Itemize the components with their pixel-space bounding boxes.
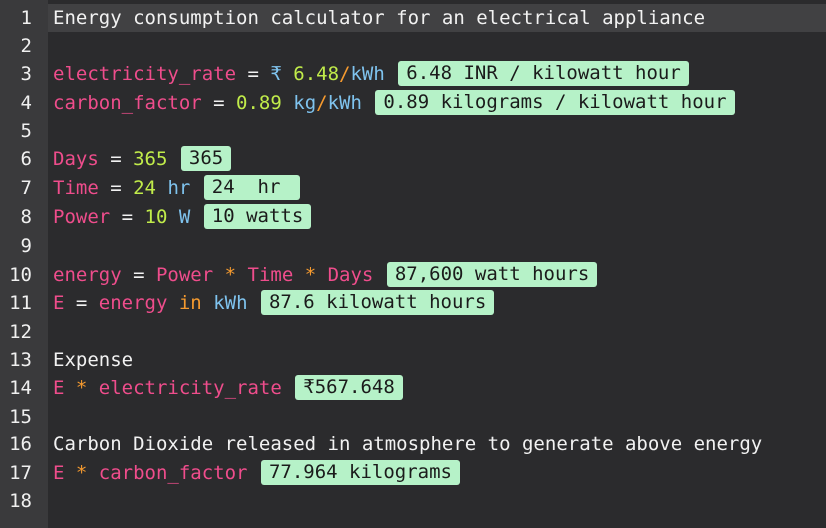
- variable-name: carbon_factor: [53, 92, 202, 114]
- variable-name: energy: [53, 264, 122, 286]
- variable-name: Time: [53, 177, 99, 199]
- line-number: 3: [20, 63, 32, 85]
- line-number: 12: [9, 321, 32, 343]
- comment-text: Carbon Dioxide released in atmosphere to…: [53, 433, 763, 455]
- in-keyword: in: [167, 292, 214, 314]
- result-badge: 77.964 kilograms: [260, 460, 460, 485]
- unit-literal: kWh: [213, 292, 248, 314]
- assign-operator: =: [236, 63, 271, 85]
- code-line-7[interactable]: Time = 24 hr 24 hr: [53, 174, 300, 202]
- result-badge: 87.6 kilowatt hours: [260, 290, 495, 315]
- code-line-14[interactable]: E * electricity_rate ₹567.648: [53, 374, 403, 402]
- multiply-operator: *: [64, 462, 99, 484]
- line-number: 14: [9, 377, 32, 399]
- line-number: 5: [20, 120, 32, 142]
- variable-ref: energy: [98, 292, 168, 314]
- unit-literal: hr: [167, 177, 191, 199]
- code-line-1[interactable]: Energy consumption calculator for an ele…: [48, 4, 826, 32]
- code-line-10[interactable]: energy = Power * Time * Days 87,600 watt…: [53, 261, 598, 289]
- number-literal: 0.89: [236, 92, 282, 114]
- unit-literal: kWh: [327, 92, 362, 114]
- number-literal: 24: [133, 177, 156, 199]
- variable-ref: carbon_factor: [98, 462, 248, 484]
- code-line-8[interactable]: Power = 10 W 10 watts: [53, 203, 312, 231]
- variable-ref: E: [53, 462, 65, 484]
- line-number: 15: [9, 406, 32, 428]
- line-number: 13: [9, 349, 32, 371]
- assign-operator: =: [98, 177, 134, 199]
- line-number: 1: [20, 7, 32, 29]
- result-badge: 365: [180, 146, 232, 171]
- number-literal: 365: [133, 148, 168, 170]
- line-number-gutter: 1 2 3 4 5 6 7 8 9 10 11 12 13 14 15 16 1…: [0, 0, 48, 528]
- comment-text: Expense: [53, 349, 134, 371]
- code-area[interactable]: Energy consumption calculator for an ele…: [48, 0, 826, 528]
- code-line-3[interactable]: electricity_rate = ₹ 6.48/kWh 6.48 INR /…: [53, 60, 689, 88]
- variable-name: electricity_rate: [53, 63, 237, 85]
- variable-ref: E: [53, 377, 65, 399]
- variable-name: Days: [53, 148, 99, 170]
- multiply-operator: *: [293, 264, 328, 286]
- line-number: 2: [20, 35, 32, 57]
- result-badge: 10 watts: [203, 204, 312, 229]
- line-number: 7: [20, 177, 32, 199]
- line-number: 11: [9, 292, 32, 314]
- unit-literal: W: [178, 206, 191, 228]
- line-number: 17: [9, 462, 32, 484]
- line-number: 10: [9, 264, 32, 286]
- result-badge: 0.89 kilograms / kilowatt hour: [375, 90, 735, 115]
- assign-operator: =: [64, 292, 99, 314]
- line-number: 6: [20, 148, 32, 170]
- variable-ref: Days: [327, 264, 374, 286]
- result-badge: ₹567.648: [295, 375, 403, 400]
- code-line-6[interactable]: Days = 365 365: [53, 145, 232, 173]
- variable-ref: electricity_rate: [98, 377, 282, 399]
- currency-symbol: ₹: [270, 63, 294, 85]
- code-line-13[interactable]: Expense: [53, 346, 133, 374]
- assign-operator: =: [98, 148, 134, 170]
- line-number: 16: [9, 433, 32, 455]
- assign-operator: =: [201, 92, 237, 114]
- variable-name: E: [53, 292, 65, 314]
- code-line-16[interactable]: Carbon Dioxide released in atmosphere to…: [53, 430, 762, 458]
- variable-name: Power: [53, 206, 111, 228]
- unit-literal: kWh: [350, 63, 385, 85]
- result-badge: 24 hr: [203, 175, 300, 200]
- result-badge: 6.48 INR / kilowatt hour: [398, 61, 689, 86]
- unit-literal: kg: [293, 92, 317, 114]
- line-number: 9: [20, 235, 32, 257]
- multiply-operator: *: [213, 264, 248, 286]
- assign-operator: =: [110, 206, 145, 228]
- number-literal: 6.48: [293, 63, 340, 85]
- code-line-11[interactable]: E = energy in kWh 87.6 kilowatt hours: [53, 289, 495, 317]
- number-literal: 10: [144, 206, 168, 228]
- code-line-17[interactable]: E * carbon_factor 77.964 kilograms: [53, 459, 460, 487]
- comment-text: Energy consumption calculator for an ele…: [53, 7, 706, 29]
- variable-ref: Time: [247, 264, 294, 286]
- divide-operator: /: [316, 92, 328, 114]
- result-badge: 87,600 watt hours: [386, 262, 598, 287]
- line-number: 8: [20, 206, 32, 228]
- line-number: 4: [20, 92, 32, 114]
- variable-ref: Power: [155, 264, 214, 286]
- multiply-operator: *: [64, 377, 99, 399]
- code-line-4[interactable]: carbon_factor = 0.89 kg/kWh 0.89 kilogra…: [53, 89, 735, 117]
- line-number: 18: [9, 490, 32, 512]
- assign-operator: =: [121, 264, 156, 286]
- divide-operator: /: [339, 63, 351, 85]
